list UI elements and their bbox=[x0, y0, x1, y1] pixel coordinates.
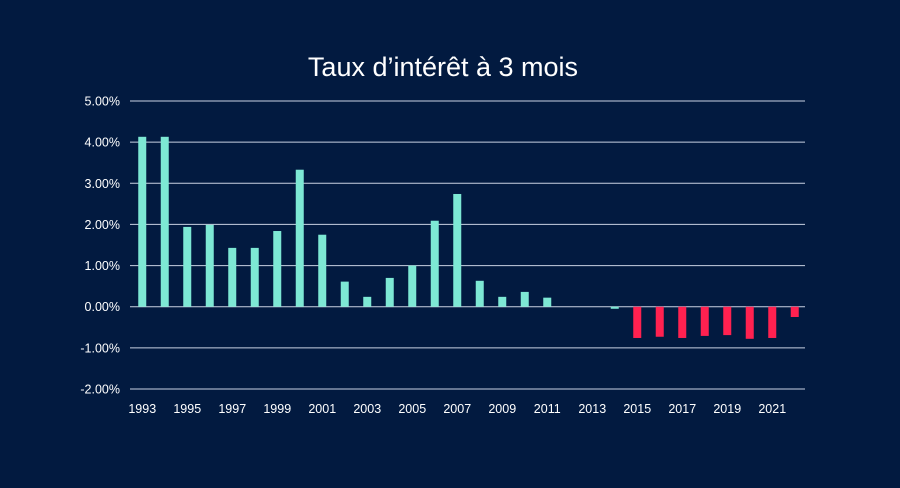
x-tick-label: 2011 bbox=[534, 402, 561, 416]
y-tick-label: 5.00% bbox=[85, 95, 120, 109]
bar-2020 bbox=[745, 306, 754, 339]
x-tick-label: 2001 bbox=[308, 402, 336, 416]
bar-2000 bbox=[295, 169, 304, 307]
y-tick-label: 4.00% bbox=[85, 136, 120, 150]
bar-2011 bbox=[543, 297, 552, 307]
y-tick-label: -1.00% bbox=[80, 341, 120, 355]
bar-2003 bbox=[363, 296, 372, 307]
bar-2001 bbox=[318, 234, 327, 307]
chart-title: Taux d’intérêt à 3 mois bbox=[308, 52, 578, 82]
bar-1997 bbox=[228, 247, 237, 307]
x-tick-label: 2013 bbox=[578, 402, 606, 416]
y-tick-label: 1.00% bbox=[85, 259, 120, 273]
bar-1999 bbox=[273, 231, 282, 307]
x-tick-label: 1997 bbox=[218, 402, 246, 416]
y-tick-label: -2.00% bbox=[80, 383, 120, 397]
bar-2002 bbox=[340, 281, 349, 307]
x-tick-label: 2003 bbox=[353, 402, 381, 416]
x-tick-label: 1995 bbox=[173, 402, 201, 416]
x-tick-label: 2007 bbox=[443, 402, 471, 416]
x-tick-label: 1999 bbox=[263, 402, 291, 416]
bar-2006 bbox=[430, 220, 439, 307]
bar-1996 bbox=[205, 224, 214, 307]
bar-2009 bbox=[498, 296, 507, 307]
x-tick-label: 2005 bbox=[398, 402, 426, 416]
x-tick-label: 2009 bbox=[488, 402, 516, 416]
x-tick-label: 1993 bbox=[128, 402, 156, 416]
bar-2021 bbox=[768, 306, 777, 338]
x-tick-label: 2015 bbox=[623, 402, 651, 416]
bar-2005 bbox=[408, 265, 417, 307]
bar-2008 bbox=[475, 280, 484, 307]
bar-1998 bbox=[250, 247, 259, 307]
bar-2007 bbox=[453, 193, 462, 307]
bar-2015 bbox=[633, 306, 642, 338]
bar-2016 bbox=[655, 306, 664, 337]
x-tick-label: 2021 bbox=[758, 402, 786, 416]
y-tick-label: 3.00% bbox=[85, 177, 120, 191]
bar-1993 bbox=[138, 136, 147, 307]
bar-1994 bbox=[160, 136, 169, 307]
y-tick-label: 0.00% bbox=[85, 300, 120, 314]
bar-2019 bbox=[723, 306, 732, 336]
bar-2018 bbox=[700, 306, 709, 336]
bar-2022 bbox=[790, 306, 799, 317]
x-tick-label: 2017 bbox=[668, 402, 696, 416]
y-tick-label: 2.00% bbox=[85, 218, 120, 232]
bar-2017 bbox=[678, 306, 687, 338]
bar-2004 bbox=[385, 277, 394, 307]
bar-2014 bbox=[610, 306, 619, 309]
x-tick-label: 2019 bbox=[713, 402, 741, 416]
bar-2010 bbox=[520, 291, 529, 307]
bar-1995 bbox=[183, 226, 192, 307]
